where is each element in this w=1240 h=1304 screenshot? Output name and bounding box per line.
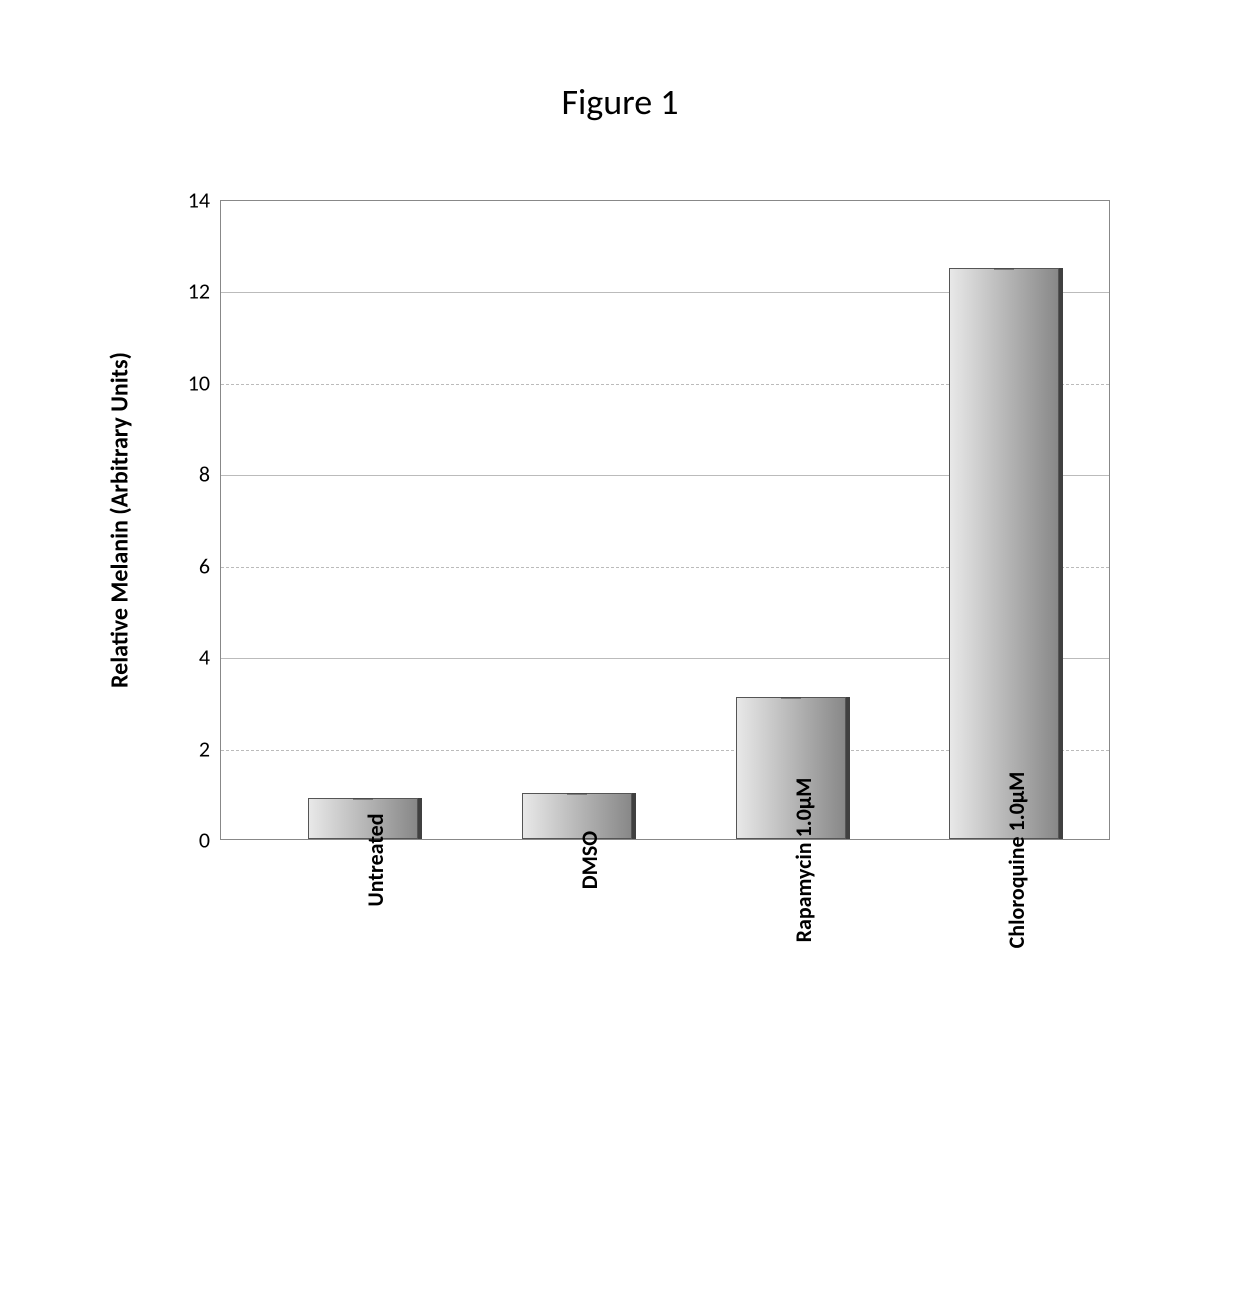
x-tick-label: Rapamycin 1.0μM [790, 778, 817, 943]
y-tick-label: 0 [150, 827, 210, 854]
figure-title: Figure 1 [0, 80, 1240, 124]
bar-chart: Relative Melanin (Arbitrary Units) 0 2 4 6 8… [100, 200, 1110, 1200]
error-cap [994, 268, 1014, 269]
y-tick-label: 4 [150, 644, 210, 671]
y-axis-label: Relative Melanin (Arbitrary Units) [106, 352, 135, 688]
plot-area [220, 200, 1110, 840]
bar [949, 268, 1059, 839]
x-tick-label: Chloroquine 1.0μM [1003, 772, 1030, 949]
error-cap [353, 798, 373, 799]
y-tick-label: 6 [150, 552, 210, 579]
x-tick-label: Untreated [362, 813, 389, 906]
y-tick-label: 12 [150, 278, 210, 305]
error-cap [781, 698, 801, 699]
bar-group [949, 268, 1059, 839]
y-tick-label: 8 [150, 461, 210, 488]
x-tick-label: DMSO [576, 831, 603, 889]
y-tick-label: 10 [150, 369, 210, 396]
y-tick-label: 2 [150, 735, 210, 762]
y-tick-label: 14 [150, 187, 210, 214]
error-cap [567, 794, 587, 795]
